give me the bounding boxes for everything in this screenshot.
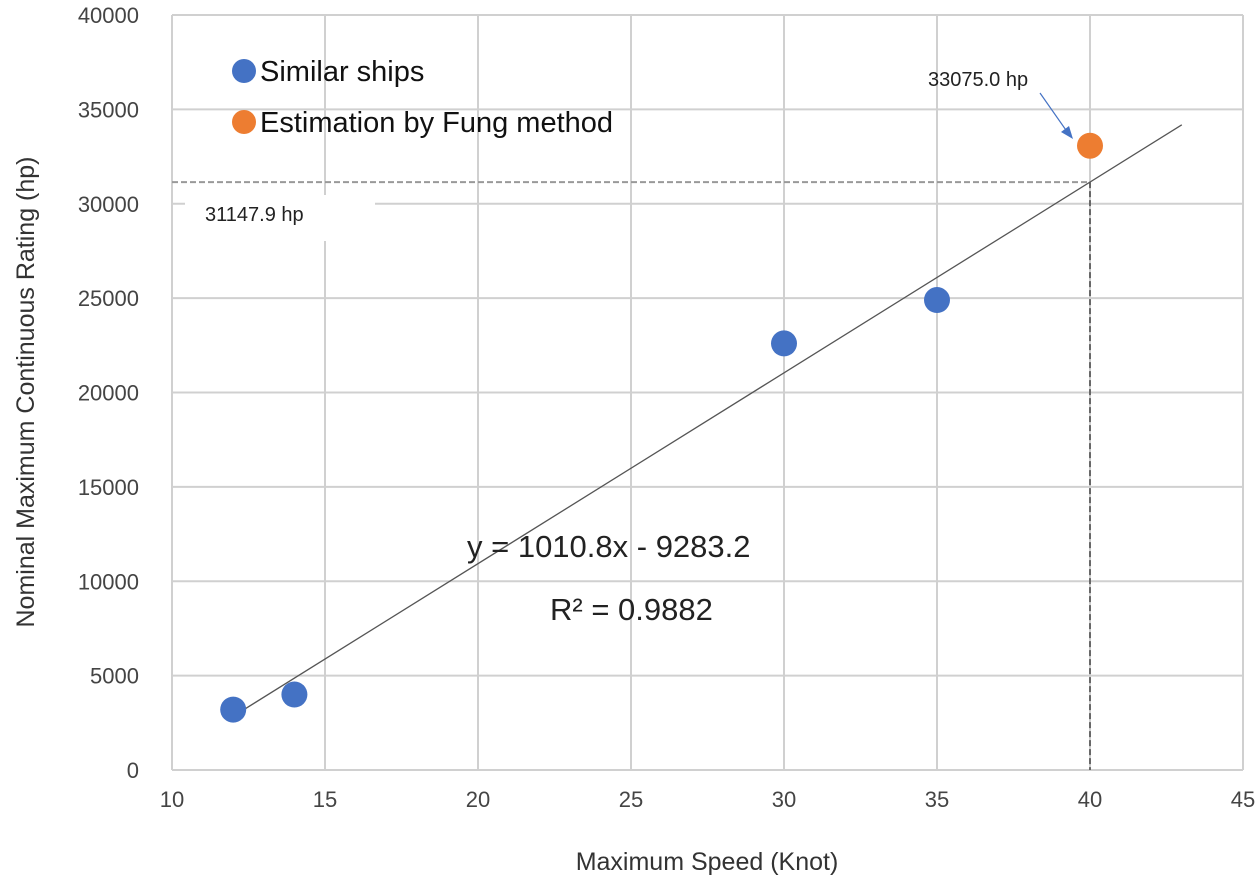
x-tick-label: 25 bbox=[619, 787, 643, 812]
y-tick-label: 15000 bbox=[78, 475, 139, 500]
annotation-arrow-line bbox=[1039, 92, 1069, 134]
similar-ship-point bbox=[924, 287, 950, 314]
estimate-value-label: 33075.0 hp bbox=[928, 69, 1028, 91]
y-tick-label: 40000 bbox=[78, 3, 139, 28]
x-tick-label: 35 bbox=[925, 787, 949, 812]
y-tick-label: 0 bbox=[127, 758, 139, 783]
legend-label-similar-ships: Similar ships bbox=[260, 56, 424, 88]
x-tick-label: 40 bbox=[1078, 787, 1102, 812]
y-tick-label: 25000 bbox=[78, 286, 139, 311]
trendline-r2: R² = 0.9882 bbox=[550, 592, 713, 627]
x-tick-label: 45 bbox=[1231, 787, 1255, 812]
x-tick-label: 20 bbox=[466, 787, 490, 812]
x-tick-label: 15 bbox=[313, 787, 337, 812]
x-tick-label: 30 bbox=[772, 787, 796, 812]
legend-label-fung-estimation: Estimation by Fung method bbox=[260, 107, 613, 139]
trendline bbox=[232, 124, 1183, 717]
y-axis-label: Nominal Maximum Continuous Rating (hp) bbox=[12, 156, 40, 627]
similar-ship-point bbox=[771, 330, 797, 357]
y-tick-label: 35000 bbox=[78, 97, 139, 122]
legend-marker-fung-estimation bbox=[232, 110, 256, 134]
similar-ship-point bbox=[281, 681, 308, 708]
y-tick-label: 5000 bbox=[90, 664, 139, 689]
fung-estimation-point bbox=[1077, 132, 1103, 159]
y-tick-label: 10000 bbox=[78, 569, 139, 594]
legend-marker-similar-ships bbox=[232, 59, 256, 83]
annotation-arrow-head bbox=[1061, 126, 1073, 139]
similar-ship-point bbox=[220, 696, 247, 723]
regression-value-label: 31147.9 hp bbox=[205, 204, 304, 226]
label-background bbox=[185, 195, 375, 241]
y-tick-label: 20000 bbox=[78, 381, 139, 406]
x-axis-label: Maximum Speed (Knot) bbox=[576, 848, 839, 876]
trendline-equation: y = 1010.8x - 9283.2 bbox=[467, 529, 751, 564]
y-tick-label: 30000 bbox=[78, 192, 139, 217]
x-tick-label: 10 bbox=[160, 787, 184, 812]
